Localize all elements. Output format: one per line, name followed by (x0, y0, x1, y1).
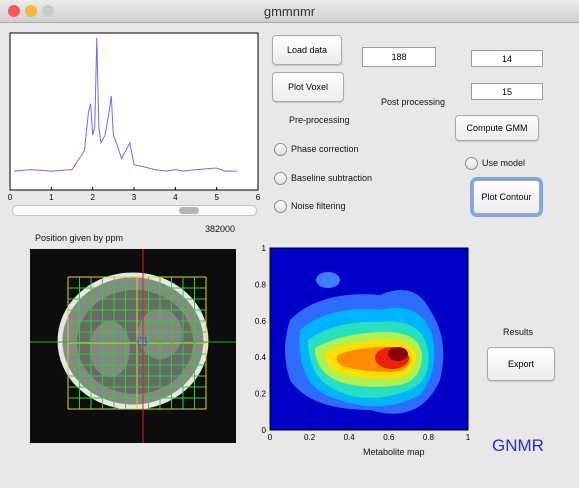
x-tick-label: 0 (268, 433, 273, 442)
brain-image (30, 249, 236, 443)
y-tick-label: 0 (262, 426, 267, 435)
y-tick-label: 0.8 (255, 280, 267, 289)
plot-contour-button[interactable]: Plot Contour (473, 180, 540, 214)
spectrum-axes (10, 33, 258, 190)
y-tick-label: 0.6 (255, 317, 267, 326)
radio-label: Phase correction (291, 144, 359, 154)
title-bar: gmmnmr (0, 0, 579, 23)
x-tick-label: 6 (256, 193, 261, 202)
x-tick-label: 4 (173, 193, 178, 202)
radio-button[interactable] (465, 157, 478, 170)
x-tick-label: 2 (90, 193, 95, 202)
results-label: Results (503, 327, 533, 337)
x-axis-label: Metabolite map (363, 447, 425, 457)
radio-label: Baseline subtraction (291, 173, 372, 183)
radio-button[interactable] (274, 143, 287, 156)
position-value: 382000 (205, 224, 235, 234)
radio-button[interactable] (274, 200, 287, 213)
x-tick-label: 0.4 (344, 433, 356, 442)
x-tick-label: 5 (214, 193, 219, 202)
position-label: Position given by ppm (35, 233, 123, 243)
contour-plot: 0 0.2 0.4 0.6 0.8 1 0 0.2 0.4 0.6 0.8 1 (250, 240, 480, 462)
param-field[interactable]: 14 (471, 50, 543, 67)
window-title: gmmnmr (0, 4, 579, 19)
voxel-field[interactable]: 188 (362, 47, 436, 67)
x-tick-label: 1 (466, 433, 471, 442)
brand-label: GNMR (492, 436, 544, 456)
section-label: Post processing (381, 97, 445, 107)
plot-voxel-button[interactable]: Plot Voxel (272, 72, 344, 102)
x-tick-label: 3 (132, 193, 137, 202)
ppm-slider[interactable] (12, 205, 257, 216)
x-tick-label: 0.8 (423, 433, 435, 442)
radio-button[interactable] (274, 172, 287, 185)
compute-gmm-button[interactable]: Compute GMM (455, 115, 539, 141)
x-tick-label: 0.6 (383, 433, 395, 442)
slider-thumb[interactable] (179, 207, 199, 214)
app-window: gmmnmr 0123456 Load data Plot Voxel 188 … (0, 0, 579, 488)
x-tick-label: 0 (8, 193, 13, 202)
spectrum-plot: 0 1 2 3 4 5 6 (0, 25, 265, 220)
x-tick-label: 0.2 (304, 433, 316, 442)
radio-label: Use model (482, 158, 525, 168)
param-field[interactable]: 15 (471, 83, 543, 100)
export-button[interactable]: Export (487, 347, 555, 381)
y-tick-label: 0.2 (255, 390, 267, 399)
y-tick-label: 1 (262, 244, 267, 253)
radio-label: Noise filtering (291, 201, 346, 211)
load-data-button[interactable]: Load data (272, 35, 342, 65)
section-label: Pre-processing (289, 115, 350, 125)
y-tick-label: 0.4 (255, 353, 267, 362)
x-tick-label: 1 (49, 193, 54, 202)
